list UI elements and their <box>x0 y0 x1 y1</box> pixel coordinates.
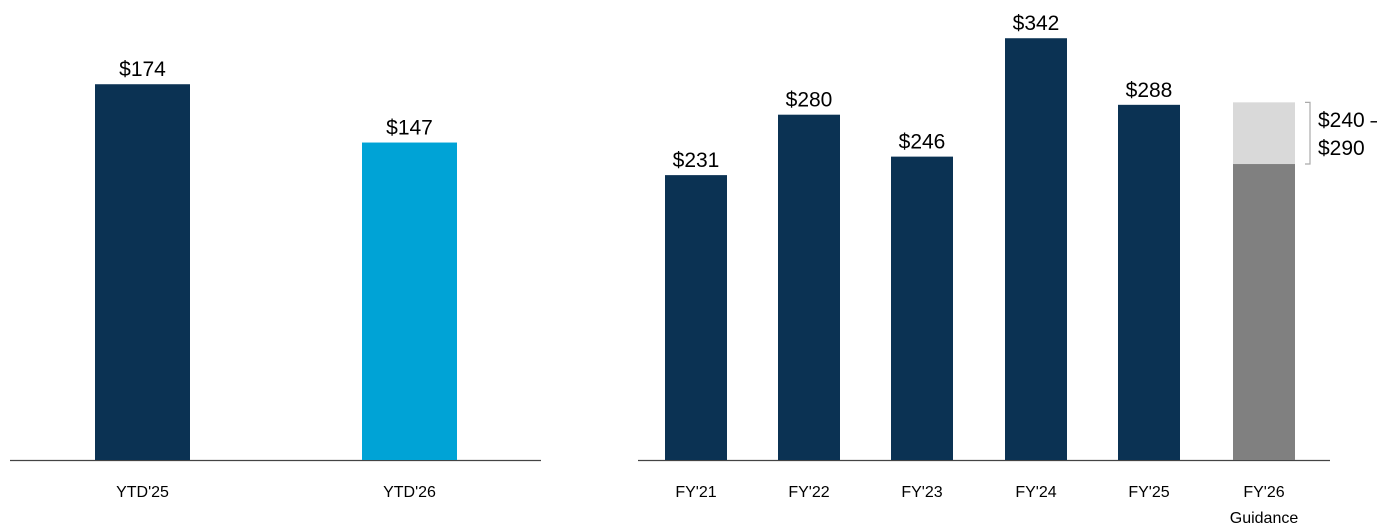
data-label: $288 <box>1126 79 1173 102</box>
range-bracket <box>1305 101 1311 165</box>
data-label: $280 <box>786 89 833 112</box>
x-tick-label: FY'22 <box>788 484 829 501</box>
bar <box>778 114 840 461</box>
data-label: $246 <box>899 131 946 154</box>
x-tick-label: FY'25 <box>1128 484 1169 501</box>
x-tick-label: FY'24 <box>1015 484 1056 501</box>
data-label: $342 <box>1013 12 1060 35</box>
bar <box>1118 104 1180 460</box>
guidance-range-bar <box>1233 102 1295 165</box>
x-tick-label: YTD'26 <box>383 484 436 501</box>
guidance-label: $240 – $290 <box>1318 109 1377 160</box>
data-label: $174 <box>119 58 166 81</box>
bar <box>95 84 190 461</box>
data-label: $231 <box>673 149 720 172</box>
x-tick-label: FY'26 Guidance <box>1230 484 1299 527</box>
bar <box>1005 38 1067 461</box>
guidance-low-bar <box>1233 164 1295 460</box>
bar <box>891 156 953 460</box>
x-tick-label: YTD'25 <box>116 484 169 501</box>
bar <box>665 175 727 460</box>
bar <box>362 142 457 460</box>
data-label: $147 <box>386 117 433 140</box>
x-tick-label: FY'21 <box>675 484 716 501</box>
x-tick-label: FY'23 <box>901 484 942 501</box>
